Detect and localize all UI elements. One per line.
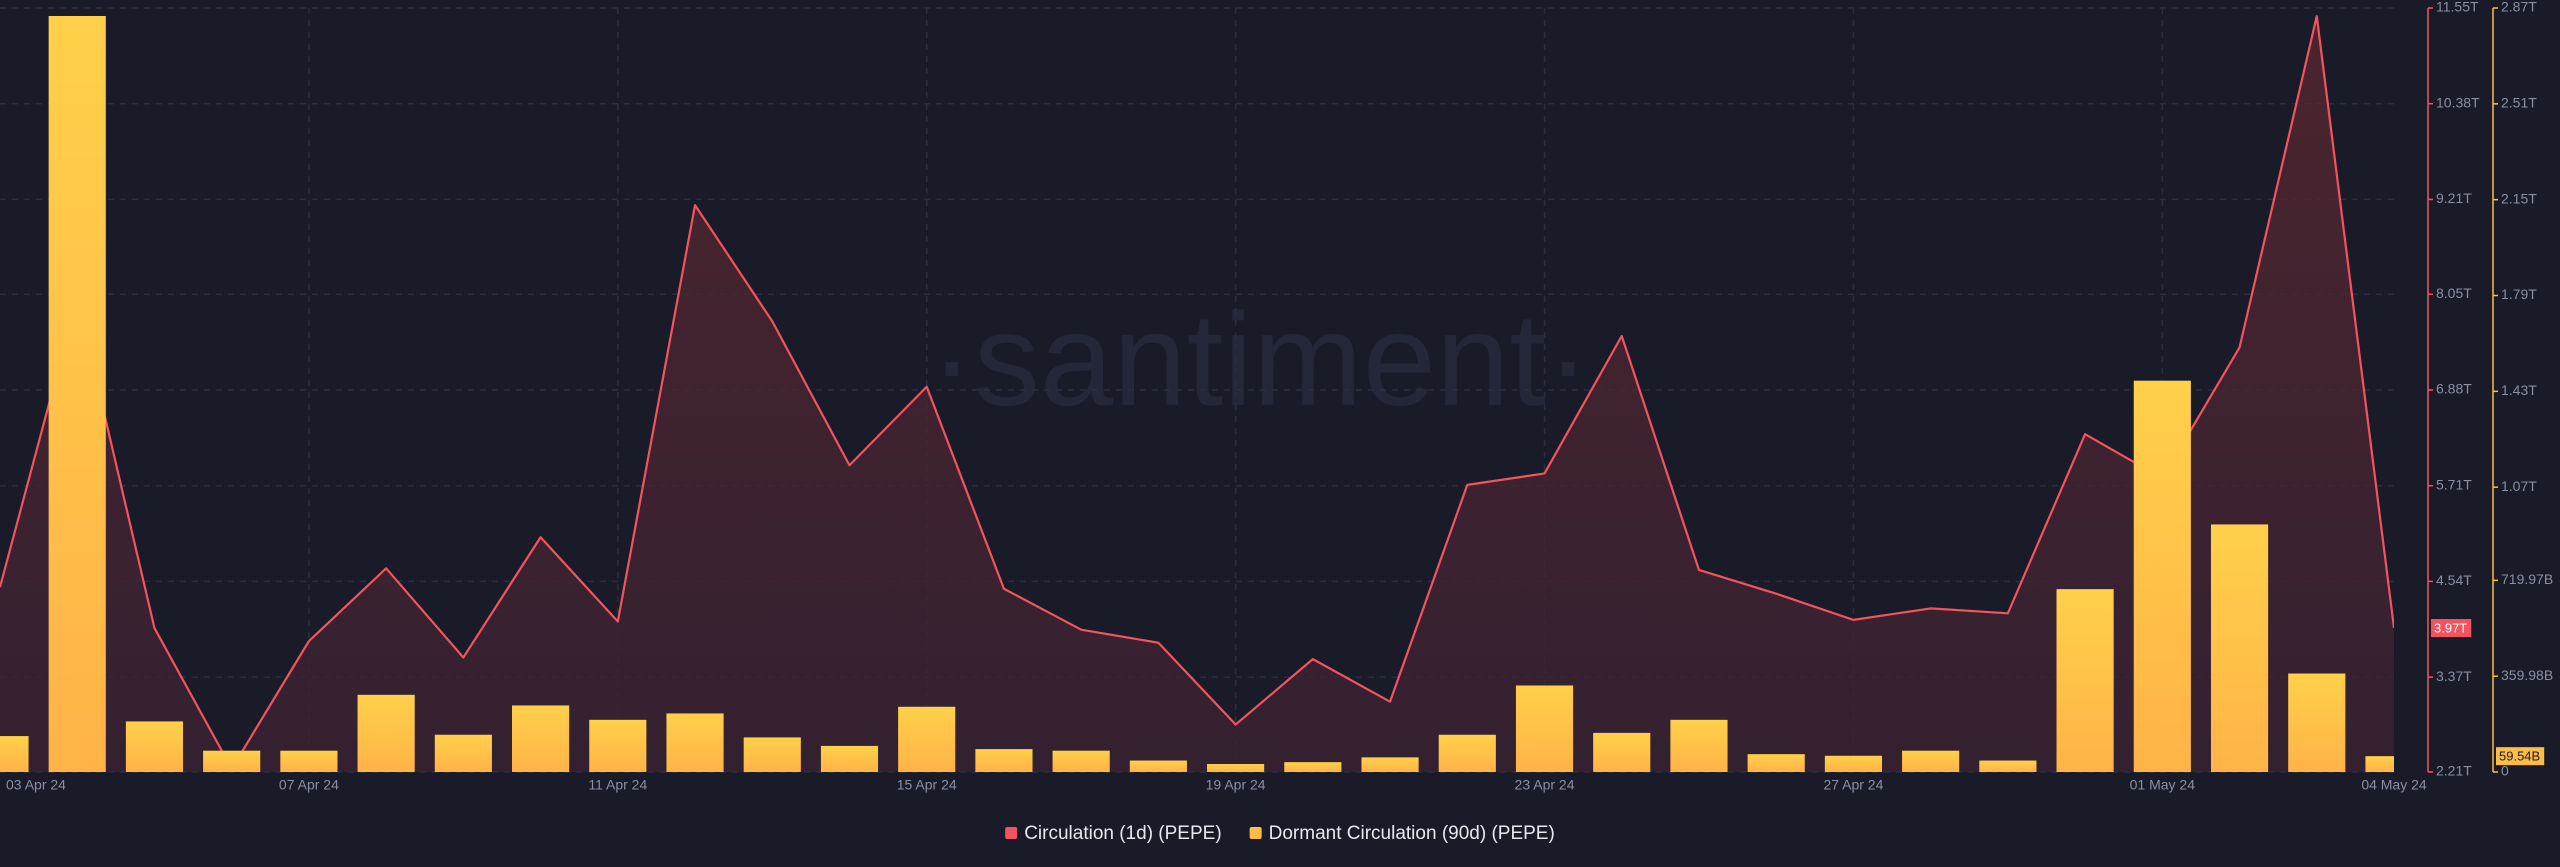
bar bbox=[2288, 673, 2346, 772]
x-tick-label: 15 Apr 24 bbox=[897, 777, 957, 793]
y-tick-label: 10.38T bbox=[2436, 94, 2480, 110]
y-tick-label: 6.88T bbox=[2436, 381, 2472, 397]
y2-tick-label: 0 bbox=[2501, 763, 2509, 779]
bar bbox=[1207, 764, 1265, 772]
bar bbox=[820, 745, 879, 772]
value-label: 3.97T bbox=[2434, 620, 2467, 635]
y-tick-label: 8.05T bbox=[2436, 285, 2472, 301]
plot-area bbox=[0, 15, 2394, 772]
y2-tick-label: 1.43T bbox=[2501, 382, 2537, 398]
x-tick-label: 19 Apr 24 bbox=[1206, 777, 1266, 793]
bar bbox=[975, 749, 1033, 772]
x-tick-label: 03 Apr 24 bbox=[6, 777, 66, 793]
bar bbox=[1593, 732, 1651, 772]
y2-tick-label: 359.98B bbox=[2501, 667, 2553, 683]
bar bbox=[1438, 734, 1496, 772]
y-tick-label: 5.71T bbox=[2436, 476, 2472, 492]
bar bbox=[1747, 754, 1805, 772]
bar bbox=[48, 15, 106, 772]
y2-tick-label: 1.79T bbox=[2501, 286, 2537, 302]
bar bbox=[2210, 524, 2269, 772]
y-tick-label: 4.54T bbox=[2436, 572, 2472, 588]
bar bbox=[2056, 589, 2114, 772]
bar bbox=[280, 750, 338, 772]
watermark: ·santiment· bbox=[930, 286, 1590, 433]
bar bbox=[589, 719, 647, 772]
y-tick-label: 3.37T bbox=[2436, 668, 2472, 684]
x-tick-label: 01 May 24 bbox=[2130, 777, 2196, 793]
bar bbox=[125, 721, 184, 772]
y2-tick-label: 2.51T bbox=[2501, 95, 2537, 111]
legend-label: Circulation (1d) (PEPE) bbox=[1024, 823, 1221, 844]
legend: Circulation (1d) (PEPE) Dormant Circulati… bbox=[1005, 823, 1555, 844]
legend-swatch bbox=[1249, 827, 1262, 839]
bar bbox=[1129, 760, 1187, 772]
y-tick-label: 11.55T bbox=[2436, 0, 2479, 15]
y2-tick-label: 2.15T bbox=[2501, 190, 2537, 206]
bar bbox=[2365, 756, 2394, 772]
bar bbox=[203, 750, 261, 772]
bar bbox=[1361, 757, 1419, 772]
bar bbox=[357, 694, 415, 772]
y2-tick-label: 1.07T bbox=[2501, 478, 2537, 494]
bar bbox=[666, 713, 724, 772]
bar bbox=[1979, 760, 2037, 772]
bar bbox=[1902, 750, 1960, 772]
y-tick-label: 9.21T bbox=[2436, 190, 2472, 206]
x-tick-label: 27 Apr 24 bbox=[1823, 777, 1883, 793]
line bbox=[0, 15, 2394, 770]
value-badge bbox=[2496, 747, 2545, 766]
value-badge bbox=[2431, 619, 2472, 638]
bar bbox=[1284, 762, 1342, 772]
x-tick-label: 11 Apr 24 bbox=[588, 777, 647, 793]
bar bbox=[0, 736, 29, 772]
y2-tick-label: 719.97B bbox=[2501, 571, 2553, 587]
bar bbox=[1824, 755, 1882, 772]
legend-label: Dormant Circulation (90d) (PEPE) bbox=[1269, 823, 1555, 844]
value-label: 59.54B bbox=[2499, 749, 2540, 764]
y-tick-label: 2.21T bbox=[2436, 763, 2472, 779]
x-tick-label: 23 Apr 24 bbox=[1515, 777, 1575, 793]
bar bbox=[434, 734, 492, 772]
x-tick-label: 04 May 24 bbox=[2361, 777, 2427, 793]
bar bbox=[898, 706, 956, 772]
y2-tick-label: 2.87T bbox=[2501, 0, 2537, 15]
bar bbox=[1670, 719, 1728, 772]
bar bbox=[1515, 685, 1574, 772]
bar bbox=[2133, 380, 2191, 772]
bar bbox=[743, 737, 801, 772]
x-tick-label: 07 Apr 24 bbox=[279, 777, 339, 793]
bar bbox=[1052, 750, 1110, 772]
bar bbox=[512, 705, 570, 772]
legend-swatch bbox=[1005, 827, 1018, 839]
